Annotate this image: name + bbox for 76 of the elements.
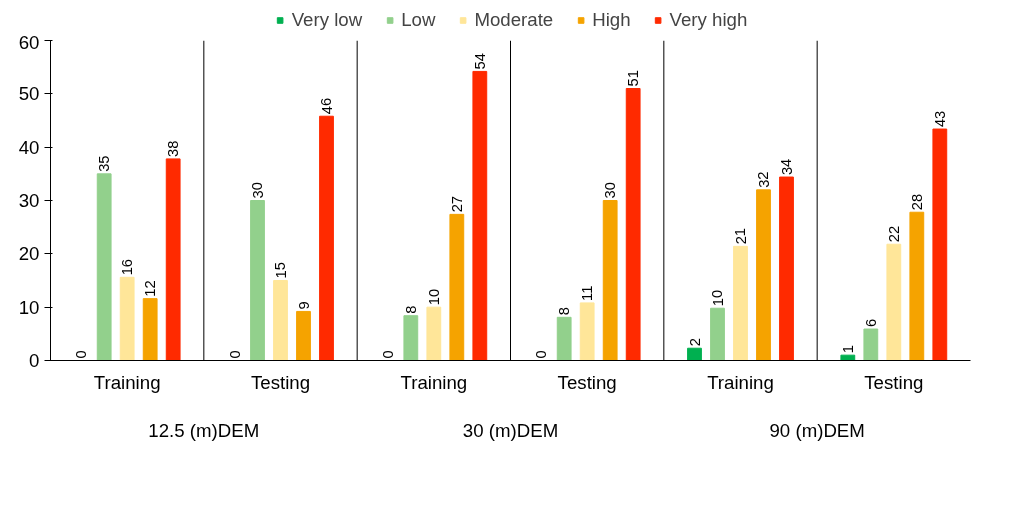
bar [142,298,158,361]
data-label: 0 [533,350,550,359]
y-tick-label: 60 [18,31,40,53]
bar [296,310,311,361]
data-label: 0 [379,350,396,359]
data-label: 54 [471,53,488,70]
data-label: 15 [272,262,289,279]
y-tick-label: 50 [18,83,40,105]
x-tick-label: Testing [557,371,617,393]
bar [426,306,442,361]
data-label: 16 [119,258,136,276]
data-label: 8 [402,305,419,314]
data-label: 30 [602,182,619,199]
x-tick-label: Training [93,371,161,393]
bar [250,200,265,361]
bar [625,88,641,361]
x-tick-label: Training [707,371,774,393]
bar [687,347,702,361]
data-label: 8 [556,307,573,316]
bar [602,200,618,361]
data-label: 35 [96,155,113,172]
y-tick-label: 30 [18,190,40,211]
y-tick-label: 0 [29,350,40,371]
data-label: 32 [755,171,772,188]
legend-label: Moderate [474,9,554,31]
data-label: 28 [908,193,925,211]
legend-label: Low [401,9,436,31]
data-label: 43 [931,110,948,128]
data-label: 10 [709,289,726,307]
bar [886,243,902,361]
legend-label: Very low [291,9,363,31]
bar [779,176,794,361]
bar [273,280,288,361]
data-label: 27 [448,196,465,213]
data-label: 10 [425,288,442,306]
bar [863,328,879,361]
bar [119,276,135,361]
data-label: 11 [579,285,596,301]
bar [733,245,748,361]
y-tick-label: 40 [18,136,40,158]
data-label: 1 [839,345,856,354]
data-label: 34 [778,158,795,176]
bar [556,316,572,361]
y-tick-label: 10 [18,296,40,318]
data-label: 38 [165,140,182,157]
data-label: 22 [885,225,902,243]
bar [710,307,725,361]
data-label: 0 [226,350,243,359]
data-label: 21 [732,228,749,245]
text: 30 (m)DEM [462,419,559,441]
y-tick-label: 20 [18,243,40,265]
bar [403,315,419,361]
data-label: 6 [862,318,879,328]
data-label: 0 [73,350,90,359]
bar [579,302,595,361]
data-label: 2 [686,338,703,347]
data-label: 9 [295,301,312,310]
data-label: 51 [625,70,642,87]
x-tick-label: Testing [864,371,924,393]
bar [909,211,925,361]
bar [756,189,771,361]
data-label: 12 [142,280,159,297]
text: 12.5 (m)DEM [148,419,260,441]
bar [472,70,488,361]
data-label: 30 [249,182,266,199]
bar [96,173,112,361]
bar [319,115,334,361]
bar [449,213,465,361]
x-tick-label: Training [400,371,468,393]
legend-label: High [592,9,631,31]
legend-label: Very high [669,9,748,31]
text: 90 (m)DEM [769,419,865,441]
x-tick-label: Testing [250,371,311,393]
bar [165,158,181,361]
data-label: 46 [318,97,335,115]
bar [932,128,948,361]
